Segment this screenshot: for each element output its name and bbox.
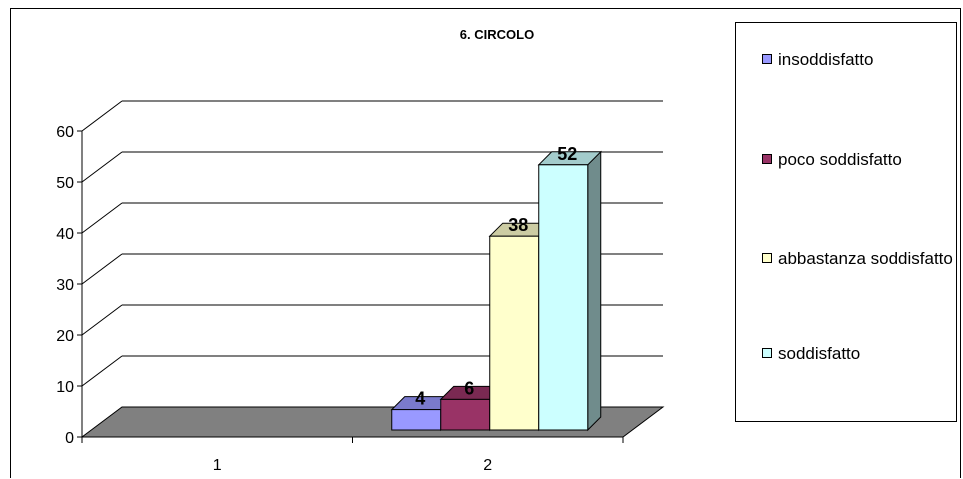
legend-item: abbastanza soddisfatto bbox=[762, 248, 958, 270]
bar bbox=[538, 164, 589, 431]
data-label: 52 bbox=[557, 144, 577, 164]
legend-label: insoddisfatto bbox=[778, 50, 874, 69]
y-tick-label: 40 bbox=[56, 226, 74, 243]
legend-swatch bbox=[762, 348, 772, 358]
legend: insoddisfatto poco soddisfatto abbastanza … bbox=[735, 22, 957, 422]
legend-label: abbastanza soddisfatto bbox=[778, 249, 953, 268]
bar bbox=[440, 398, 491, 431]
y-tick-label: 30 bbox=[56, 277, 74, 294]
data-labels: 4 6 38 52 bbox=[415, 144, 577, 409]
legend-item: poco soddisfatto bbox=[762, 149, 958, 171]
legend-swatch bbox=[762, 253, 772, 263]
gridline-side bbox=[81, 151, 123, 183]
y-tick-label: 60 bbox=[56, 124, 74, 141]
gridline-side bbox=[81, 202, 123, 234]
bar bbox=[391, 409, 442, 431]
y-tick-label: 20 bbox=[56, 328, 74, 345]
x-tick-label: 2 bbox=[483, 457, 492, 474]
y-tick-label: 10 bbox=[56, 379, 74, 396]
bar-side bbox=[587, 150, 602, 432]
legend-swatch bbox=[762, 154, 772, 164]
data-label: 38 bbox=[508, 215, 528, 235]
y-tick-label: 0 bbox=[65, 430, 74, 447]
legend-item: insoddisfatto bbox=[762, 49, 958, 71]
chart-frame bbox=[10, 8, 961, 478]
gridline-side bbox=[81, 100, 123, 132]
chart-title: 6. CIRCOLO bbox=[460, 27, 534, 42]
data-label: 4 bbox=[415, 389, 425, 409]
data-label: 6 bbox=[464, 378, 474, 398]
x-tick-label: 1 bbox=[213, 457, 222, 474]
gridline-side bbox=[81, 355, 123, 387]
gridline-side bbox=[81, 304, 123, 336]
legend-swatch bbox=[762, 54, 772, 64]
bar bbox=[489, 235, 540, 431]
legend-label: soddisfatto bbox=[778, 344, 861, 363]
y-tick-label: 50 bbox=[56, 175, 74, 192]
legend-item: soddisfatto bbox=[762, 343, 958, 365]
bars bbox=[390, 150, 602, 432]
legend-label: poco soddisfatto bbox=[778, 150, 902, 169]
gridline-side bbox=[81, 253, 123, 285]
